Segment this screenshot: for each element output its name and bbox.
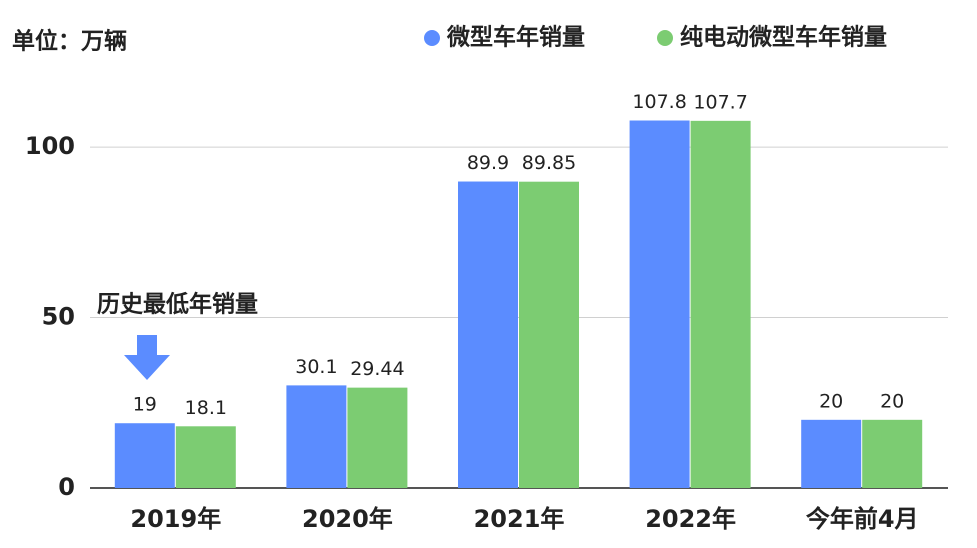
legend-label: 纯电动微型车年销量 (680, 24, 887, 51)
x-tick-label: 2021年 (474, 505, 565, 533)
legend-marker (424, 30, 440, 46)
unit-label: 单位：万辆 (12, 28, 127, 55)
legend-label: 微型车年销量 (446, 24, 585, 51)
bar (458, 181, 518, 489)
y-tick-label: 0 (58, 473, 75, 501)
bar (629, 120, 690, 488)
value-label: 89.85 (522, 152, 576, 174)
bar (347, 387, 408, 488)
legend-marker (657, 30, 673, 46)
x-tick-label: 2019年 (130, 505, 221, 533)
value-label: 20 (880, 390, 904, 412)
value-label: 30.1 (295, 356, 337, 378)
bar (690, 120, 751, 488)
bar (114, 423, 175, 488)
value-label: 107.8 (632, 91, 686, 113)
y-tick-label: 100 (25, 132, 75, 160)
x-tick-label: 今年前4月 (806, 505, 919, 533)
value-label: 89.9 (467, 152, 509, 174)
value-label: 29.44 (350, 358, 404, 380)
annotation: 历史最低年销量 (97, 291, 258, 318)
bar (862, 419, 923, 488)
annotation-arrow (124, 335, 170, 380)
x-tick-label: 2020年 (302, 505, 393, 533)
bar (519, 181, 579, 488)
value-label: 20 (819, 390, 843, 412)
bar (801, 419, 862, 488)
bar (175, 426, 236, 488)
y-tick-label: 50 (42, 303, 75, 331)
bar (286, 385, 347, 488)
value-label: 107.7 (693, 91, 747, 113)
x-tick-label: 2022年 (645, 505, 736, 533)
value-label: 19 (133, 394, 157, 416)
value-label: 18.1 (185, 397, 227, 419)
